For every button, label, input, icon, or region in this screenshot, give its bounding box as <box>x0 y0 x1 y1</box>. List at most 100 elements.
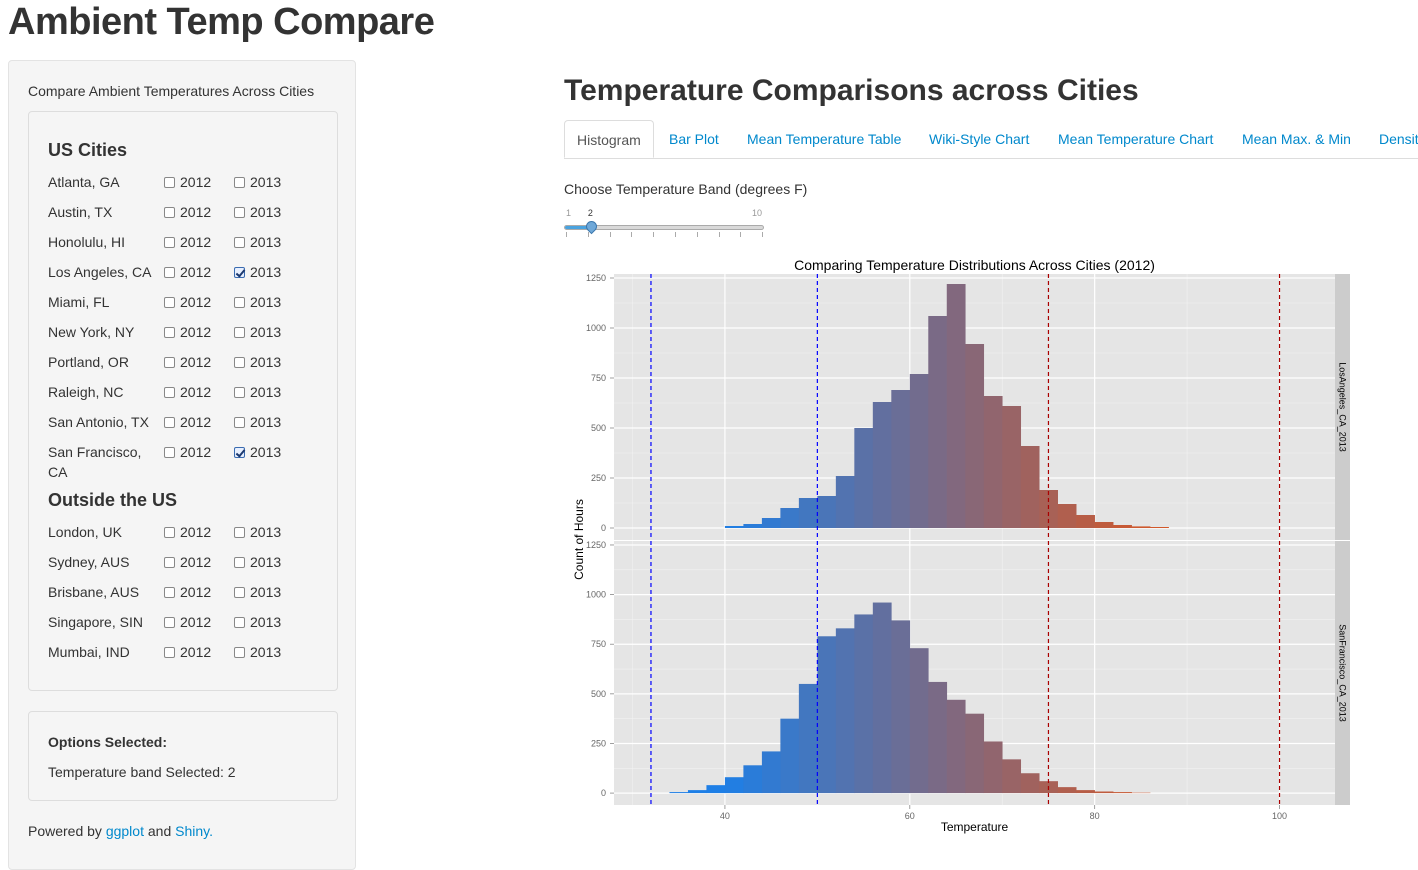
checkbox-raleigh-nc-2013[interactable]: 2013 <box>234 382 281 402</box>
slider-handle[interactable] <box>584 219 600 235</box>
checkbox-mumbai-ind-2013[interactable]: 2013 <box>234 642 281 662</box>
checkbox-box[interactable] <box>164 447 175 458</box>
checkbox-san-francisco-ca-2012[interactable]: 2012 <box>164 442 211 462</box>
tab-mean-temperature-chart[interactable]: Mean Temperature Chart <box>1058 120 1213 157</box>
checkbox-box[interactable] <box>164 417 175 428</box>
checkbox-box[interactable] <box>164 237 175 248</box>
checkbox-box[interactable] <box>234 587 245 598</box>
checkbox-atlanta-ga-2012[interactable]: 2012 <box>164 172 211 192</box>
checkbox-san-francisco-ca-2013[interactable]: 2013 <box>234 442 281 462</box>
shiny-link[interactable]: Shiny. <box>175 823 213 839</box>
ggplot-link[interactable]: ggplot <box>106 823 144 839</box>
tab-bar-plot[interactable]: Bar Plot <box>669 120 719 157</box>
histogram-bar <box>743 524 762 528</box>
histogram-bar <box>1021 773 1040 793</box>
y-tick-label: 1250 <box>586 540 606 550</box>
tab-wiki-style-chart[interactable]: Wiki-Style Chart <box>929 120 1029 157</box>
slider-tick <box>653 232 654 237</box>
histogram-bar <box>799 684 818 793</box>
checkbox-box[interactable] <box>234 297 245 308</box>
main-title: Temperature Comparisons across Cities <box>564 74 1139 108</box>
checkbox-box[interactable] <box>234 387 245 398</box>
checkbox-box[interactable] <box>164 327 175 338</box>
checkbox-box[interactable] <box>164 177 175 188</box>
checkbox-san-antonio-tx-2013[interactable]: 2013 <box>234 412 281 432</box>
checkbox-miami-fl-2013[interactable]: 2013 <box>234 292 281 312</box>
checkbox-box[interactable] <box>164 387 175 398</box>
checkbox-london-uk-2012[interactable]: 2012 <box>164 522 211 542</box>
histogram-bar <box>910 648 929 793</box>
checkbox-box[interactable] <box>164 357 175 368</box>
checkbox-box[interactable] <box>164 647 175 658</box>
y-tick-label: 250 <box>591 738 606 748</box>
checkbox-year-label: 2012 <box>180 614 211 630</box>
checkbox-year-label: 2012 <box>180 204 211 220</box>
checkbox-sydney-aus-2013[interactable]: 2013 <box>234 552 281 572</box>
checkbox-new-york-ny-2013[interactable]: 2013 <box>234 322 281 342</box>
checkbox-honolulu-hi-2013[interactable]: 2013 <box>234 232 281 252</box>
city-name: Brisbane, AUS <box>48 582 160 602</box>
checkbox-year-label: 2013 <box>250 324 281 340</box>
checkbox-new-york-ny-2012[interactable]: 2012 <box>164 322 211 342</box>
checkbox-honolulu-hi-2012[interactable]: 2012 <box>164 232 211 252</box>
checkbox-box[interactable] <box>164 557 175 568</box>
checkbox-box[interactable] <box>234 417 245 428</box>
histogram-bar <box>873 603 892 794</box>
checkbox-los-angeles-ca-2012[interactable]: 2012 <box>164 262 211 282</box>
city-name: Austin, TX <box>48 202 160 222</box>
slider-tick <box>719 232 720 237</box>
checkbox-austin-tx-2013[interactable]: 2013 <box>234 202 281 222</box>
checkbox-box[interactable] <box>234 357 245 368</box>
checkbox-box[interactable] <box>234 207 245 218</box>
checkbox-singapore-sin-2012[interactable]: 2012 <box>164 612 211 632</box>
checkbox-box[interactable] <box>234 617 245 628</box>
checkbox-portland-or-2013[interactable]: 2013 <box>234 352 281 372</box>
histogram-bar <box>817 636 836 793</box>
checkbox-box[interactable] <box>234 647 245 658</box>
checkbox-los-angeles-ca-2013[interactable]: 2013 <box>234 262 281 282</box>
histogram-bar <box>1058 504 1077 528</box>
checkbox-box[interactable] <box>234 557 245 568</box>
checkbox-box[interactable] <box>234 527 245 538</box>
checkbox-raleigh-nc-2012[interactable]: 2012 <box>164 382 211 402</box>
city-name: Sydney, AUS <box>48 552 160 572</box>
checkbox-sydney-aus-2012[interactable]: 2012 <box>164 552 211 572</box>
checkbox-box[interactable] <box>164 617 175 628</box>
checkbox-year-label: 2012 <box>180 524 211 540</box>
y-tick-label: 0 <box>601 788 606 798</box>
checkbox-box[interactable] <box>234 267 245 278</box>
slider-tick <box>631 232 632 237</box>
checkbox-san-antonio-tx-2012[interactable]: 2012 <box>164 412 211 432</box>
tab-densit[interactable]: Densit <box>1379 120 1418 157</box>
checkbox-austin-tx-2012[interactable]: 2012 <box>164 202 211 222</box>
city-name: Los Angeles, CA <box>48 262 160 282</box>
checkbox-singapore-sin-2013[interactable]: 2013 <box>234 612 281 632</box>
chart-title: Comparing Temperature Distributions Acro… <box>794 257 1155 273</box>
powered-prefix: Powered by <box>28 823 102 839</box>
checkbox-miami-fl-2012[interactable]: 2012 <box>164 292 211 312</box>
checkbox-london-uk-2013[interactable]: 2013 <box>234 522 281 542</box>
temperature-band-slider[interactable]: 1 10 2 <box>564 205 764 241</box>
tab-mean-temperature-table[interactable]: Mean Temperature Table <box>747 120 901 157</box>
checkbox-box[interactable] <box>164 267 175 278</box>
slider-tick <box>675 232 676 237</box>
checkbox-box[interactable] <box>234 447 245 458</box>
checkbox-box[interactable] <box>164 527 175 538</box>
tab-histogram[interactable]: Histogram <box>564 120 654 158</box>
checkbox-box[interactable] <box>234 177 245 188</box>
checkbox-box[interactable] <box>234 327 245 338</box>
checkbox-portland-or-2012[interactable]: 2012 <box>164 352 211 372</box>
checkbox-box[interactable] <box>164 207 175 218</box>
checkbox-brisbane-aus-2013[interactable]: 2013 <box>234 582 281 602</box>
tab-mean-max-min[interactable]: Mean Max. & Min <box>1242 120 1351 157</box>
checkbox-box[interactable] <box>234 237 245 248</box>
checkbox-year-label: 2013 <box>250 264 281 280</box>
checkbox-box[interactable] <box>164 587 175 598</box>
checkbox-box[interactable] <box>164 297 175 308</box>
checkbox-year-label: 2012 <box>180 294 211 310</box>
checkbox-brisbane-aus-2012[interactable]: 2012 <box>164 582 211 602</box>
checkbox-atlanta-ga-2013[interactable]: 2013 <box>234 172 281 192</box>
checkbox-mumbai-ind-2012[interactable]: 2012 <box>164 642 211 662</box>
